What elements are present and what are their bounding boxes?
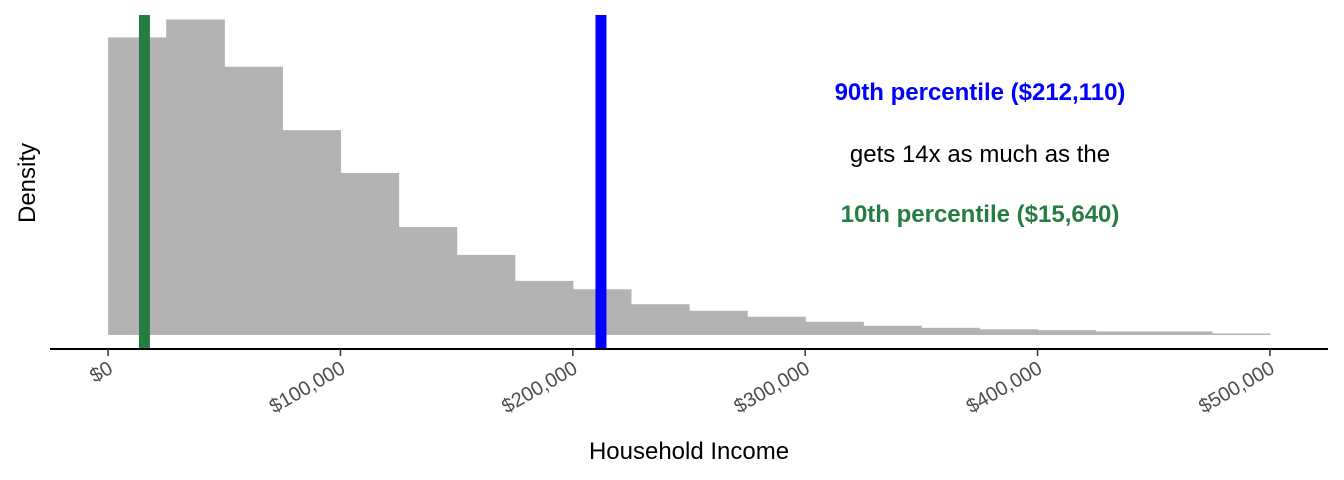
y-axis-title: Density <box>14 143 41 223</box>
annotation-comparison: gets 14x as much as the <box>850 141 1110 168</box>
histogram-bar <box>1153 331 1213 335</box>
histogram-bar <box>224 66 283 336</box>
x-tick-label: $0 <box>86 357 116 387</box>
histogram-bar <box>805 321 864 335</box>
x-tick-label: $100,000 <box>266 357 349 418</box>
x-tick-label: $200,000 <box>498 357 581 418</box>
histogram-bar <box>166 19 225 335</box>
x-tick-label: $400,000 <box>963 357 1046 418</box>
histogram-bar <box>921 327 981 335</box>
annotation-10th-percentile: 10th percentile ($15,640) <box>841 201 1120 228</box>
percentile-lines <box>138 15 607 349</box>
x-axis-ticks: $0 $100,000 $200,000 $300,000 $400,000 $500,0… <box>86 349 1278 418</box>
histogram-bar <box>1037 330 1097 335</box>
histogram-bars <box>108 19 1271 336</box>
x-tick-label: $300,000 <box>730 357 813 418</box>
x-axis-title: Household Income <box>589 438 789 465</box>
histogram-bar <box>863 325 922 335</box>
histogram-bar <box>979 329 1039 335</box>
histogram-bar <box>108 37 167 336</box>
annotation-text: 90th percentile ($212,110) gets 14x as m… <box>835 79 1126 228</box>
histogram-bar <box>514 280 574 335</box>
annotation-90th-percentile: 90th percentile ($212,110) <box>835 79 1126 106</box>
x-tick-label: $500,000 <box>1195 357 1278 418</box>
histogram-bar <box>340 172 400 335</box>
histogram-bar <box>1211 333 1271 335</box>
histogram-bar <box>282 130 342 335</box>
histogram-bar <box>398 227 458 335</box>
histogram-bar <box>630 304 690 335</box>
histogram-bar <box>1095 331 1155 335</box>
histogram-bar <box>456 254 516 335</box>
histogram-bar <box>689 310 748 335</box>
histogram-bar <box>747 316 806 335</box>
